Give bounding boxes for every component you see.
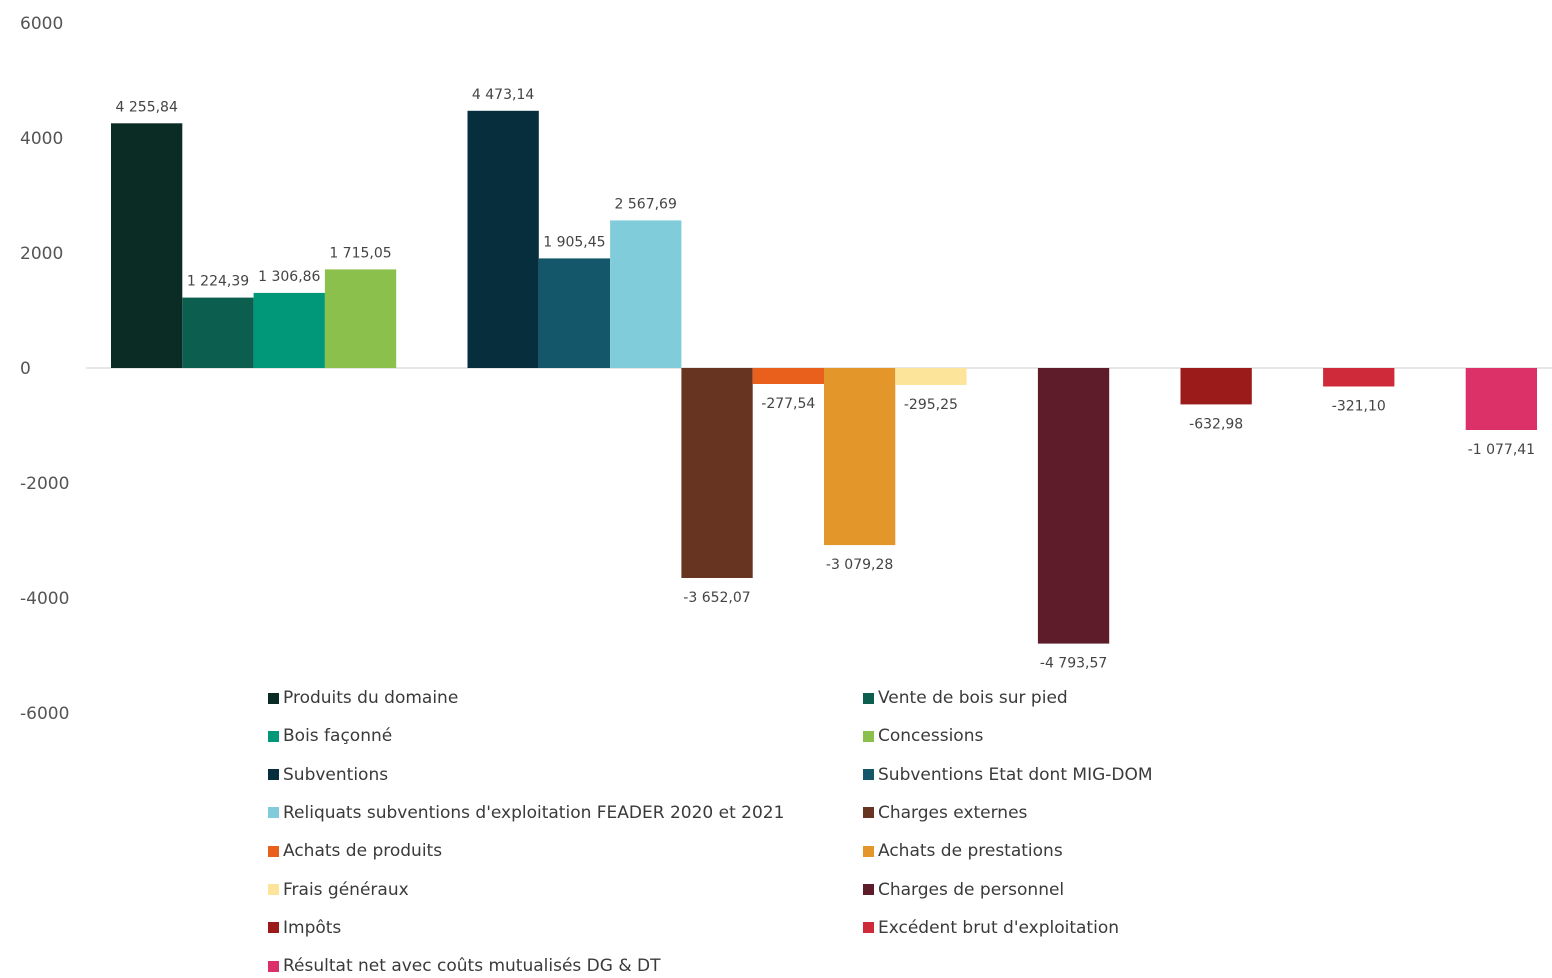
bar [824, 368, 896, 546]
legend-label: Excédent brut d'exploitation [878, 917, 1119, 938]
bar [467, 110, 539, 369]
data-label: 4 473,14 [472, 87, 534, 103]
legend-item: Reliquats subventions d'exploitation FEA… [268, 801, 784, 825]
legend-label: Achats de produits [283, 841, 443, 862]
y-tick-label: 4000 [20, 129, 63, 149]
legend-swatch [863, 730, 874, 742]
legend-label: Reliquats subventions d'exploitation FEA… [283, 802, 785, 823]
legend: Produits du domaine Vente de bois sur pie… [268, 686, 1548, 976]
legend-label: Charges externes [878, 802, 1028, 823]
legend-label: Subventions Etat dont MIG-DOM [878, 764, 1153, 785]
data-label: 1 224,39 [187, 274, 249, 290]
data-label: 1 715,05 [329, 245, 391, 261]
legend-item: Subventions [268, 763, 388, 787]
legend-swatch [863, 884, 874, 895]
legend-item: Concessions [863, 724, 983, 748]
legend-item: Vente de bois sur pied [863, 686, 1068, 710]
legend-label: Charges de personnel [878, 879, 1065, 900]
bar [752, 368, 824, 384]
legend-item: Charges externes [863, 801, 1027, 825]
legend-item: Excédent brut d'exploitation [863, 916, 1119, 940]
legend-item: Résultat net avec coûts mutualisés DG & … [268, 954, 660, 978]
data-label: -4 793,57 [1040, 656, 1107, 672]
legend-swatch [268, 922, 279, 934]
legend-item: Achats de prestations [863, 839, 1063, 863]
legend-label: Frais généraux [283, 879, 409, 900]
legend-label: Concessions [878, 726, 984, 747]
bar [1180, 368, 1252, 405]
legend-item: Produits du domaine [268, 686, 458, 710]
legend-swatch [268, 769, 279, 781]
data-label: -1 077,41 [1468, 442, 1535, 458]
data-label: 1 306,86 [258, 269, 320, 285]
bar [1323, 368, 1395, 387]
bar [182, 297, 254, 368]
legend-swatch [268, 730, 279, 742]
legend-swatch [268, 884, 279, 895]
bar [610, 220, 682, 368]
data-label: -321,10 [1332, 399, 1386, 415]
bar [1465, 368, 1537, 430]
data-label: -295,25 [904, 397, 958, 413]
data-label: -277,54 [761, 396, 815, 412]
legend-item: Impôts [268, 916, 341, 940]
legend-item: Frais généraux [268, 878, 409, 902]
bars-group [111, 110, 1537, 644]
legend-item: Subventions Etat dont MIG-DOM [863, 763, 1153, 787]
legend-swatch [863, 922, 874, 934]
legend-swatch [863, 769, 874, 781]
legend-label: Subventions [283, 764, 389, 785]
data-label: -3 079,28 [826, 557, 893, 573]
y-tick-label: 6000 [20, 14, 63, 34]
data-label: -3 652,07 [683, 590, 750, 606]
y-tick-label: -4000 [20, 589, 69, 609]
legend-label: Vente de bois sur pied [878, 688, 1068, 708]
data-label: 4 255,84 [116, 99, 178, 115]
legend-label: Impôts [283, 917, 342, 938]
legend-swatch [863, 807, 874, 819]
bar [681, 368, 753, 578]
data-label: 1 905,45 [543, 234, 605, 250]
legend-swatch [863, 845, 874, 857]
bar [253, 292, 325, 368]
y-tick-label: -6000 [20, 704, 69, 724]
legend-item: Achats de produits [268, 839, 442, 863]
bar [1037, 368, 1110, 644]
legend-item: Charges de personnel [863, 878, 1064, 902]
legend-label: Résultat net avec coûts mutualisés DG & … [283, 956, 661, 977]
legend-swatch [268, 692, 279, 704]
y-tick-label: 2000 [20, 244, 63, 264]
legend-label: Achats de prestations [878, 841, 1063, 862]
bar [111, 123, 183, 368]
legend-swatch [268, 960, 279, 972]
legend-swatch [268, 807, 279, 819]
bar [895, 368, 967, 385]
legend-label: Produits du domaine [283, 688, 459, 708]
y-tick-label: -2000 [20, 474, 69, 494]
bar [324, 269, 397, 368]
y-tick-label: 0 [20, 359, 31, 379]
data-label: 2 567,69 [615, 196, 677, 212]
bar [538, 258, 611, 368]
legend-swatch [863, 692, 874, 704]
data-labels-group: 4 255,84 1 224,39 1 306,86 1 715,05 4 473,14… [116, 87, 1536, 672]
legend-label: Bois façonné [283, 726, 393, 747]
legend-swatch [268, 845, 279, 857]
y-axis: 6000 4000 2000 0 -2000 -4000 -6000 [20, 14, 69, 724]
legend-item: Bois façonné [268, 724, 392, 748]
data-label: -632,98 [1189, 416, 1243, 432]
